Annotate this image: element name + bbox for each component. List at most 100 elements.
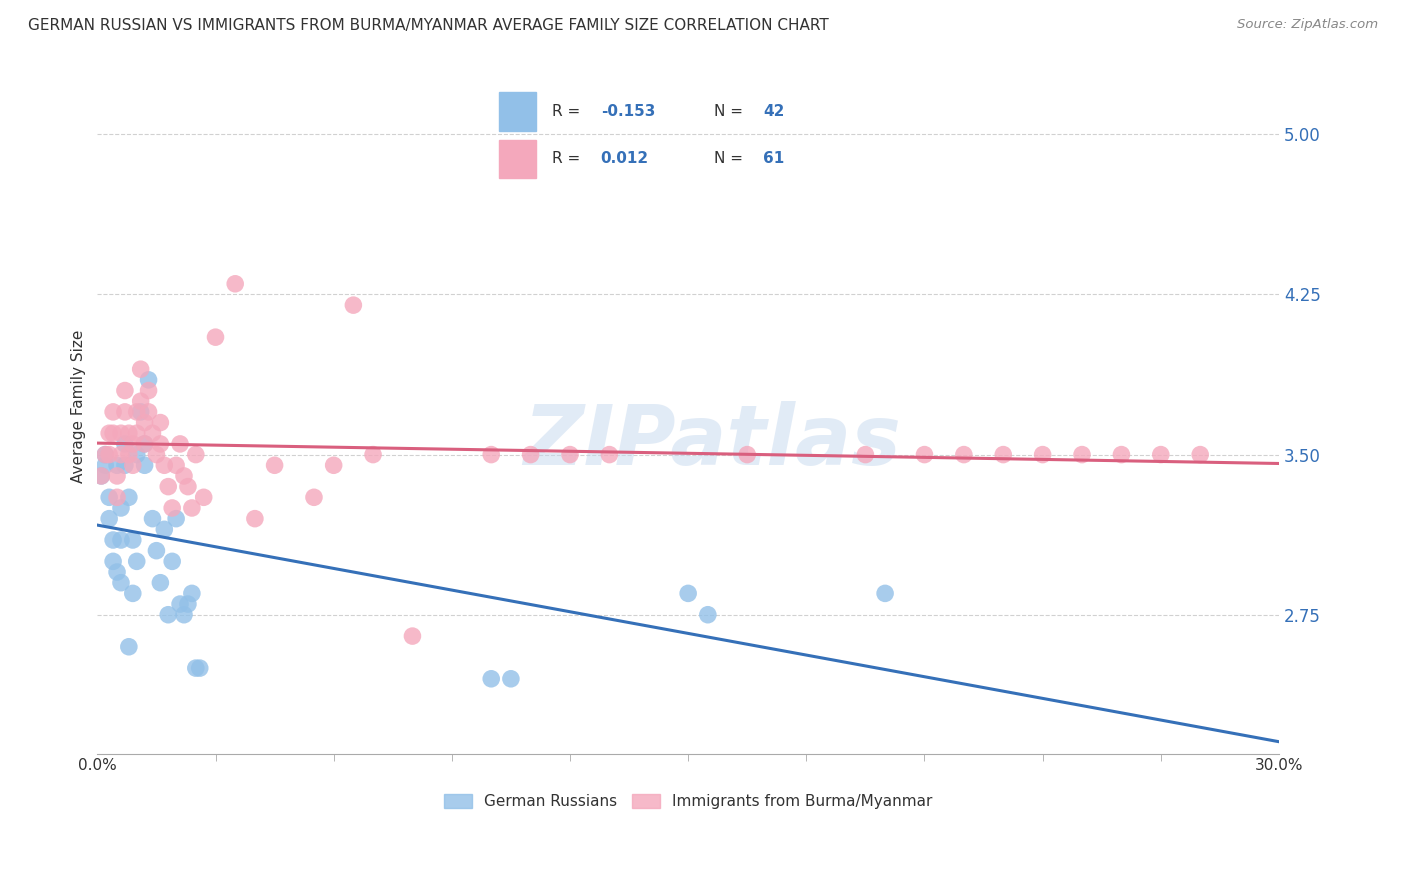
Point: [184, 448, 207, 462]
Point: [118, 448, 141, 462]
Point: [149, 575, 172, 590]
Point: [121, 533, 143, 547]
Point: [519, 448, 541, 462]
Point: [114, 384, 136, 398]
Point: [129, 362, 152, 376]
Point: [121, 458, 143, 473]
Point: [342, 298, 364, 312]
Text: GERMAN RUSSIAN VS IMMIGRANTS FROM BURMA/MYANMAR AVERAGE FAMILY SIZE CORRELATION : GERMAN RUSSIAN VS IMMIGRANTS FROM BURMA/…: [28, 18, 830, 33]
Point: [1032, 448, 1054, 462]
Point: [101, 554, 124, 568]
Point: [101, 533, 124, 547]
Point: [149, 416, 172, 430]
Point: [157, 480, 180, 494]
Point: [173, 469, 195, 483]
Point: [401, 629, 423, 643]
Point: [993, 448, 1015, 462]
Point: [177, 480, 200, 494]
Point: [134, 458, 156, 473]
Point: [118, 426, 141, 441]
Point: [125, 448, 148, 462]
Point: [145, 543, 167, 558]
Point: [98, 426, 121, 441]
Point: [361, 448, 384, 462]
Legend: German Russians, Immigrants from Burma/Myanmar: German Russians, Immigrants from Burma/M…: [437, 788, 938, 815]
Point: [1189, 448, 1212, 462]
Point: [160, 500, 183, 515]
Point: [157, 607, 180, 622]
Point: [479, 672, 502, 686]
Point: [165, 511, 187, 525]
Point: [94, 448, 117, 462]
Point: [224, 277, 246, 291]
Point: [118, 640, 141, 654]
Point: [302, 491, 325, 505]
Point: [676, 586, 699, 600]
Point: [173, 607, 195, 622]
Point: [105, 469, 128, 483]
Point: [125, 405, 148, 419]
Point: [98, 491, 121, 505]
Point: [105, 491, 128, 505]
Point: [735, 448, 758, 462]
Point: [141, 426, 163, 441]
Point: [145, 448, 167, 462]
Point: [121, 437, 143, 451]
Point: [129, 394, 152, 409]
Point: [98, 448, 121, 462]
Point: [193, 491, 215, 505]
Point: [141, 511, 163, 525]
Point: [204, 330, 226, 344]
Point: [169, 437, 191, 451]
Point: [855, 448, 877, 462]
Point: [160, 554, 183, 568]
Point: [105, 458, 128, 473]
Point: [114, 458, 136, 473]
Point: [118, 491, 141, 505]
Point: [129, 405, 152, 419]
Point: [110, 533, 132, 547]
Point: [263, 458, 285, 473]
Point: [180, 586, 202, 600]
Point: [1071, 448, 1094, 462]
Point: [94, 458, 117, 473]
Point: [696, 607, 718, 622]
Point: [110, 500, 132, 515]
Point: [134, 437, 156, 451]
Point: [121, 586, 143, 600]
Point: [90, 469, 112, 483]
Point: [110, 575, 132, 590]
Point: [94, 448, 117, 462]
Point: [169, 597, 191, 611]
Point: [188, 661, 211, 675]
Point: [110, 448, 132, 462]
Point: [90, 469, 112, 483]
Point: [138, 405, 160, 419]
Point: [180, 500, 202, 515]
Point: [153, 522, 176, 536]
Point: [499, 672, 522, 686]
Point: [153, 458, 176, 473]
Point: [114, 437, 136, 451]
Text: Source: ZipAtlas.com: Source: ZipAtlas.com: [1237, 18, 1378, 31]
Point: [243, 511, 266, 525]
Point: [165, 458, 187, 473]
Point: [138, 384, 160, 398]
Point: [1111, 448, 1133, 462]
Y-axis label: Average Family Size: Average Family Size: [72, 330, 86, 483]
Point: [134, 437, 156, 451]
Point: [1150, 448, 1173, 462]
Point: [114, 405, 136, 419]
Point: [914, 448, 936, 462]
Point: [184, 661, 207, 675]
Point: [875, 586, 897, 600]
Point: [953, 448, 976, 462]
Point: [177, 597, 200, 611]
Point: [479, 448, 502, 462]
Point: [149, 437, 172, 451]
Point: [322, 458, 344, 473]
Point: [598, 448, 620, 462]
Point: [101, 405, 124, 419]
Point: [125, 554, 148, 568]
Point: [558, 448, 581, 462]
